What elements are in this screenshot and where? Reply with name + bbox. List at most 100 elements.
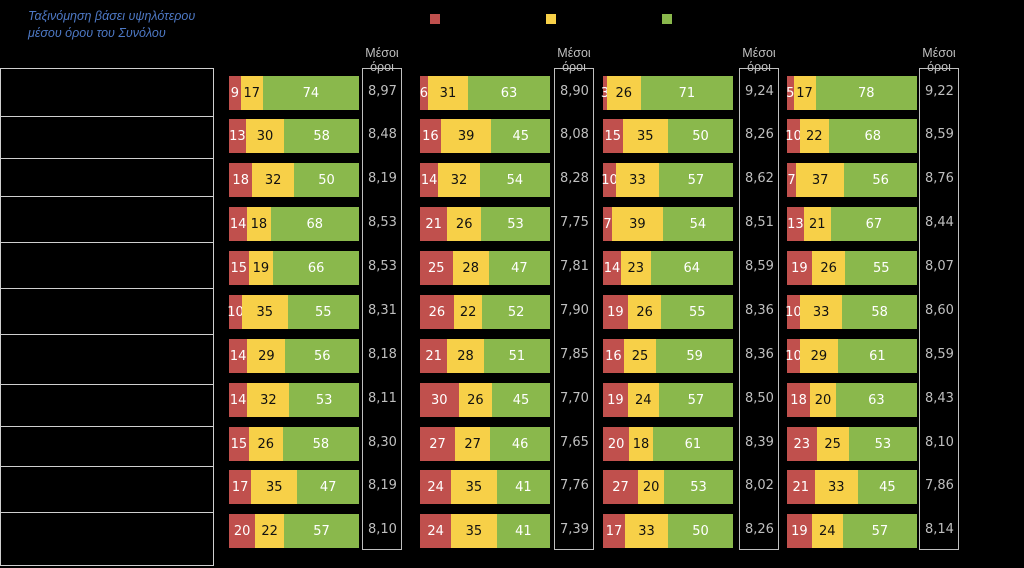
bar-segment-yellow: 20 bbox=[810, 383, 836, 417]
bar-segment-green: 45 bbox=[857, 470, 917, 504]
bar-segment-red: 16 bbox=[420, 119, 441, 153]
means-header: Μέσοι όροι bbox=[742, 46, 776, 74]
mean-value-label: 8,59 bbox=[925, 347, 954, 362]
bar-segment-yellow: 33 bbox=[814, 470, 858, 504]
category-divider bbox=[0, 384, 214, 385]
bar-segment-yellow: 35 bbox=[451, 514, 497, 548]
stacked-bar: 14 23 64 bbox=[603, 251, 733, 285]
bar-segment-red: 21 bbox=[420, 207, 448, 241]
stacked-bar: 30 26 45 bbox=[420, 383, 550, 417]
bar-segment-yellow: 27 bbox=[455, 427, 491, 461]
stacked-bar: 10 29 61 bbox=[785, 339, 917, 373]
bar-segment-green: 57 bbox=[284, 514, 359, 548]
bar-segment-red: 15 bbox=[603, 119, 623, 153]
bar-segment-yellow: 23 bbox=[621, 251, 651, 285]
bar-segment-red: 13 bbox=[229, 119, 246, 153]
mean-value-label: 8,97 bbox=[368, 84, 397, 99]
stacked-bar: 7 37 56 bbox=[787, 163, 917, 197]
bar-segment-green: 58 bbox=[842, 295, 917, 329]
bar-segment-red: 20 bbox=[603, 427, 630, 461]
bar-segment-red: 10 bbox=[227, 295, 244, 329]
bar-segment-yellow: 26 bbox=[447, 207, 482, 241]
bar-segment-yellow: 24 bbox=[811, 514, 843, 548]
mean-value-label: 8,08 bbox=[560, 127, 589, 142]
mean-value-label: 8,19 bbox=[368, 478, 397, 493]
bar-segment-red: 21 bbox=[420, 339, 448, 373]
mean-value-label: 7,39 bbox=[560, 522, 589, 537]
mean-value-label: 8,31 bbox=[368, 303, 397, 318]
bar-segment-yellow: 20 bbox=[638, 470, 665, 504]
bar-segment-green: 71 bbox=[640, 76, 733, 110]
mean-value-label: 7,86 bbox=[925, 478, 954, 493]
category-divider bbox=[0, 334, 214, 335]
bar-segment-yellow: 21 bbox=[803, 207, 831, 241]
mean-value-label: 7,85 bbox=[560, 347, 589, 362]
stacked-bar: 19 26 55 bbox=[787, 251, 917, 285]
bar-segment-green: 50 bbox=[668, 119, 733, 153]
mean-value-label: 8,36 bbox=[745, 303, 774, 318]
category-divider bbox=[0, 466, 214, 467]
stacked-bar: 24 35 41 bbox=[420, 514, 550, 548]
bar-segment-red: 13 bbox=[787, 207, 804, 241]
bar-segment-red: 10 bbox=[601, 163, 618, 197]
means-header: Μέσοι όροι bbox=[365, 46, 399, 74]
mean-value-label: 8,10 bbox=[368, 522, 397, 537]
mean-value-label: 8,07 bbox=[925, 259, 954, 274]
bar-segment-yellow: 28 bbox=[447, 339, 484, 373]
mean-value-label: 8,59 bbox=[925, 127, 954, 142]
mean-value-label: 8,62 bbox=[745, 171, 774, 186]
stacked-bar: 27 20 53 bbox=[603, 470, 733, 504]
means-column-box bbox=[554, 68, 594, 550]
bar-segment-red: 14 bbox=[229, 207, 248, 241]
mean-value-label: 8,19 bbox=[368, 171, 397, 186]
bar-segment-red: 19 bbox=[787, 514, 812, 548]
bar-segment-yellow: 26 bbox=[811, 251, 846, 285]
stacked-bar: 13 30 58 bbox=[229, 119, 359, 153]
bar-segment-green: 58 bbox=[282, 427, 359, 461]
mean-value-label: 9,24 bbox=[745, 84, 774, 99]
mean-value-label: 8,53 bbox=[368, 215, 397, 230]
bar-segment-green: 63 bbox=[835, 383, 917, 417]
bar-segment-yellow: 17 bbox=[793, 76, 816, 110]
bar-segment-yellow: 31 bbox=[427, 76, 469, 110]
mean-value-label: 8,39 bbox=[745, 435, 774, 450]
bar-segment-green: 67 bbox=[830, 207, 917, 241]
bar-segment-yellow: 33 bbox=[625, 514, 668, 548]
bar-segment-red: 15 bbox=[229, 427, 249, 461]
bar-segment-red: 30 bbox=[420, 383, 459, 417]
stacked-bar: 19 24 57 bbox=[787, 514, 917, 548]
sort-note: Ταξινόμηση βάσει υψηλότερου μέσου όρου τ… bbox=[28, 9, 196, 40]
bar-segment-green: 54 bbox=[662, 207, 733, 241]
stacked-bar: 26 22 52 bbox=[420, 295, 550, 329]
bar-segment-red: 9 bbox=[229, 76, 241, 110]
stacked-bar: 21 28 51 bbox=[420, 339, 550, 373]
bar-segment-green: 47 bbox=[488, 251, 550, 285]
bar-segment-yellow: 18 bbox=[629, 427, 653, 461]
category-divider bbox=[0, 426, 214, 427]
bar-segment-yellow: 18 bbox=[247, 207, 271, 241]
bar-segment-green: 56 bbox=[285, 339, 359, 373]
bar-segment-yellow: 33 bbox=[799, 295, 843, 329]
category-divider bbox=[0, 158, 214, 159]
bar-segment-red: 15 bbox=[229, 251, 249, 285]
means-column-box bbox=[739, 68, 779, 550]
bar-segment-yellow: 22 bbox=[800, 119, 829, 153]
bar-segment-green: 52 bbox=[482, 295, 550, 329]
bar-segment-yellow: 30 bbox=[245, 119, 285, 153]
bar-segment-red: 6 bbox=[420, 76, 428, 110]
legend-green-swatch bbox=[662, 14, 672, 24]
mean-value-label: 8,43 bbox=[925, 391, 954, 406]
bar-segment-green: 53 bbox=[481, 207, 550, 241]
bar-segment-yellow: 26 bbox=[248, 427, 283, 461]
bar-segment-yellow: 25 bbox=[623, 339, 657, 373]
bar-segment-green: 55 bbox=[287, 295, 359, 329]
bar-segment-green: 53 bbox=[664, 470, 733, 504]
bar-segment-yellow: 35 bbox=[251, 470, 298, 504]
bar-segment-green: 59 bbox=[656, 339, 733, 373]
mean-value-label: 8,48 bbox=[368, 127, 397, 142]
bar-segment-green: 57 bbox=[658, 383, 733, 417]
bar-segment-yellow: 22 bbox=[255, 514, 285, 548]
means-header: Μέσοι όροι bbox=[922, 46, 956, 74]
stacked-bar: 10 22 68 bbox=[785, 119, 917, 153]
stacked-bar: 27 27 46 bbox=[420, 427, 550, 461]
